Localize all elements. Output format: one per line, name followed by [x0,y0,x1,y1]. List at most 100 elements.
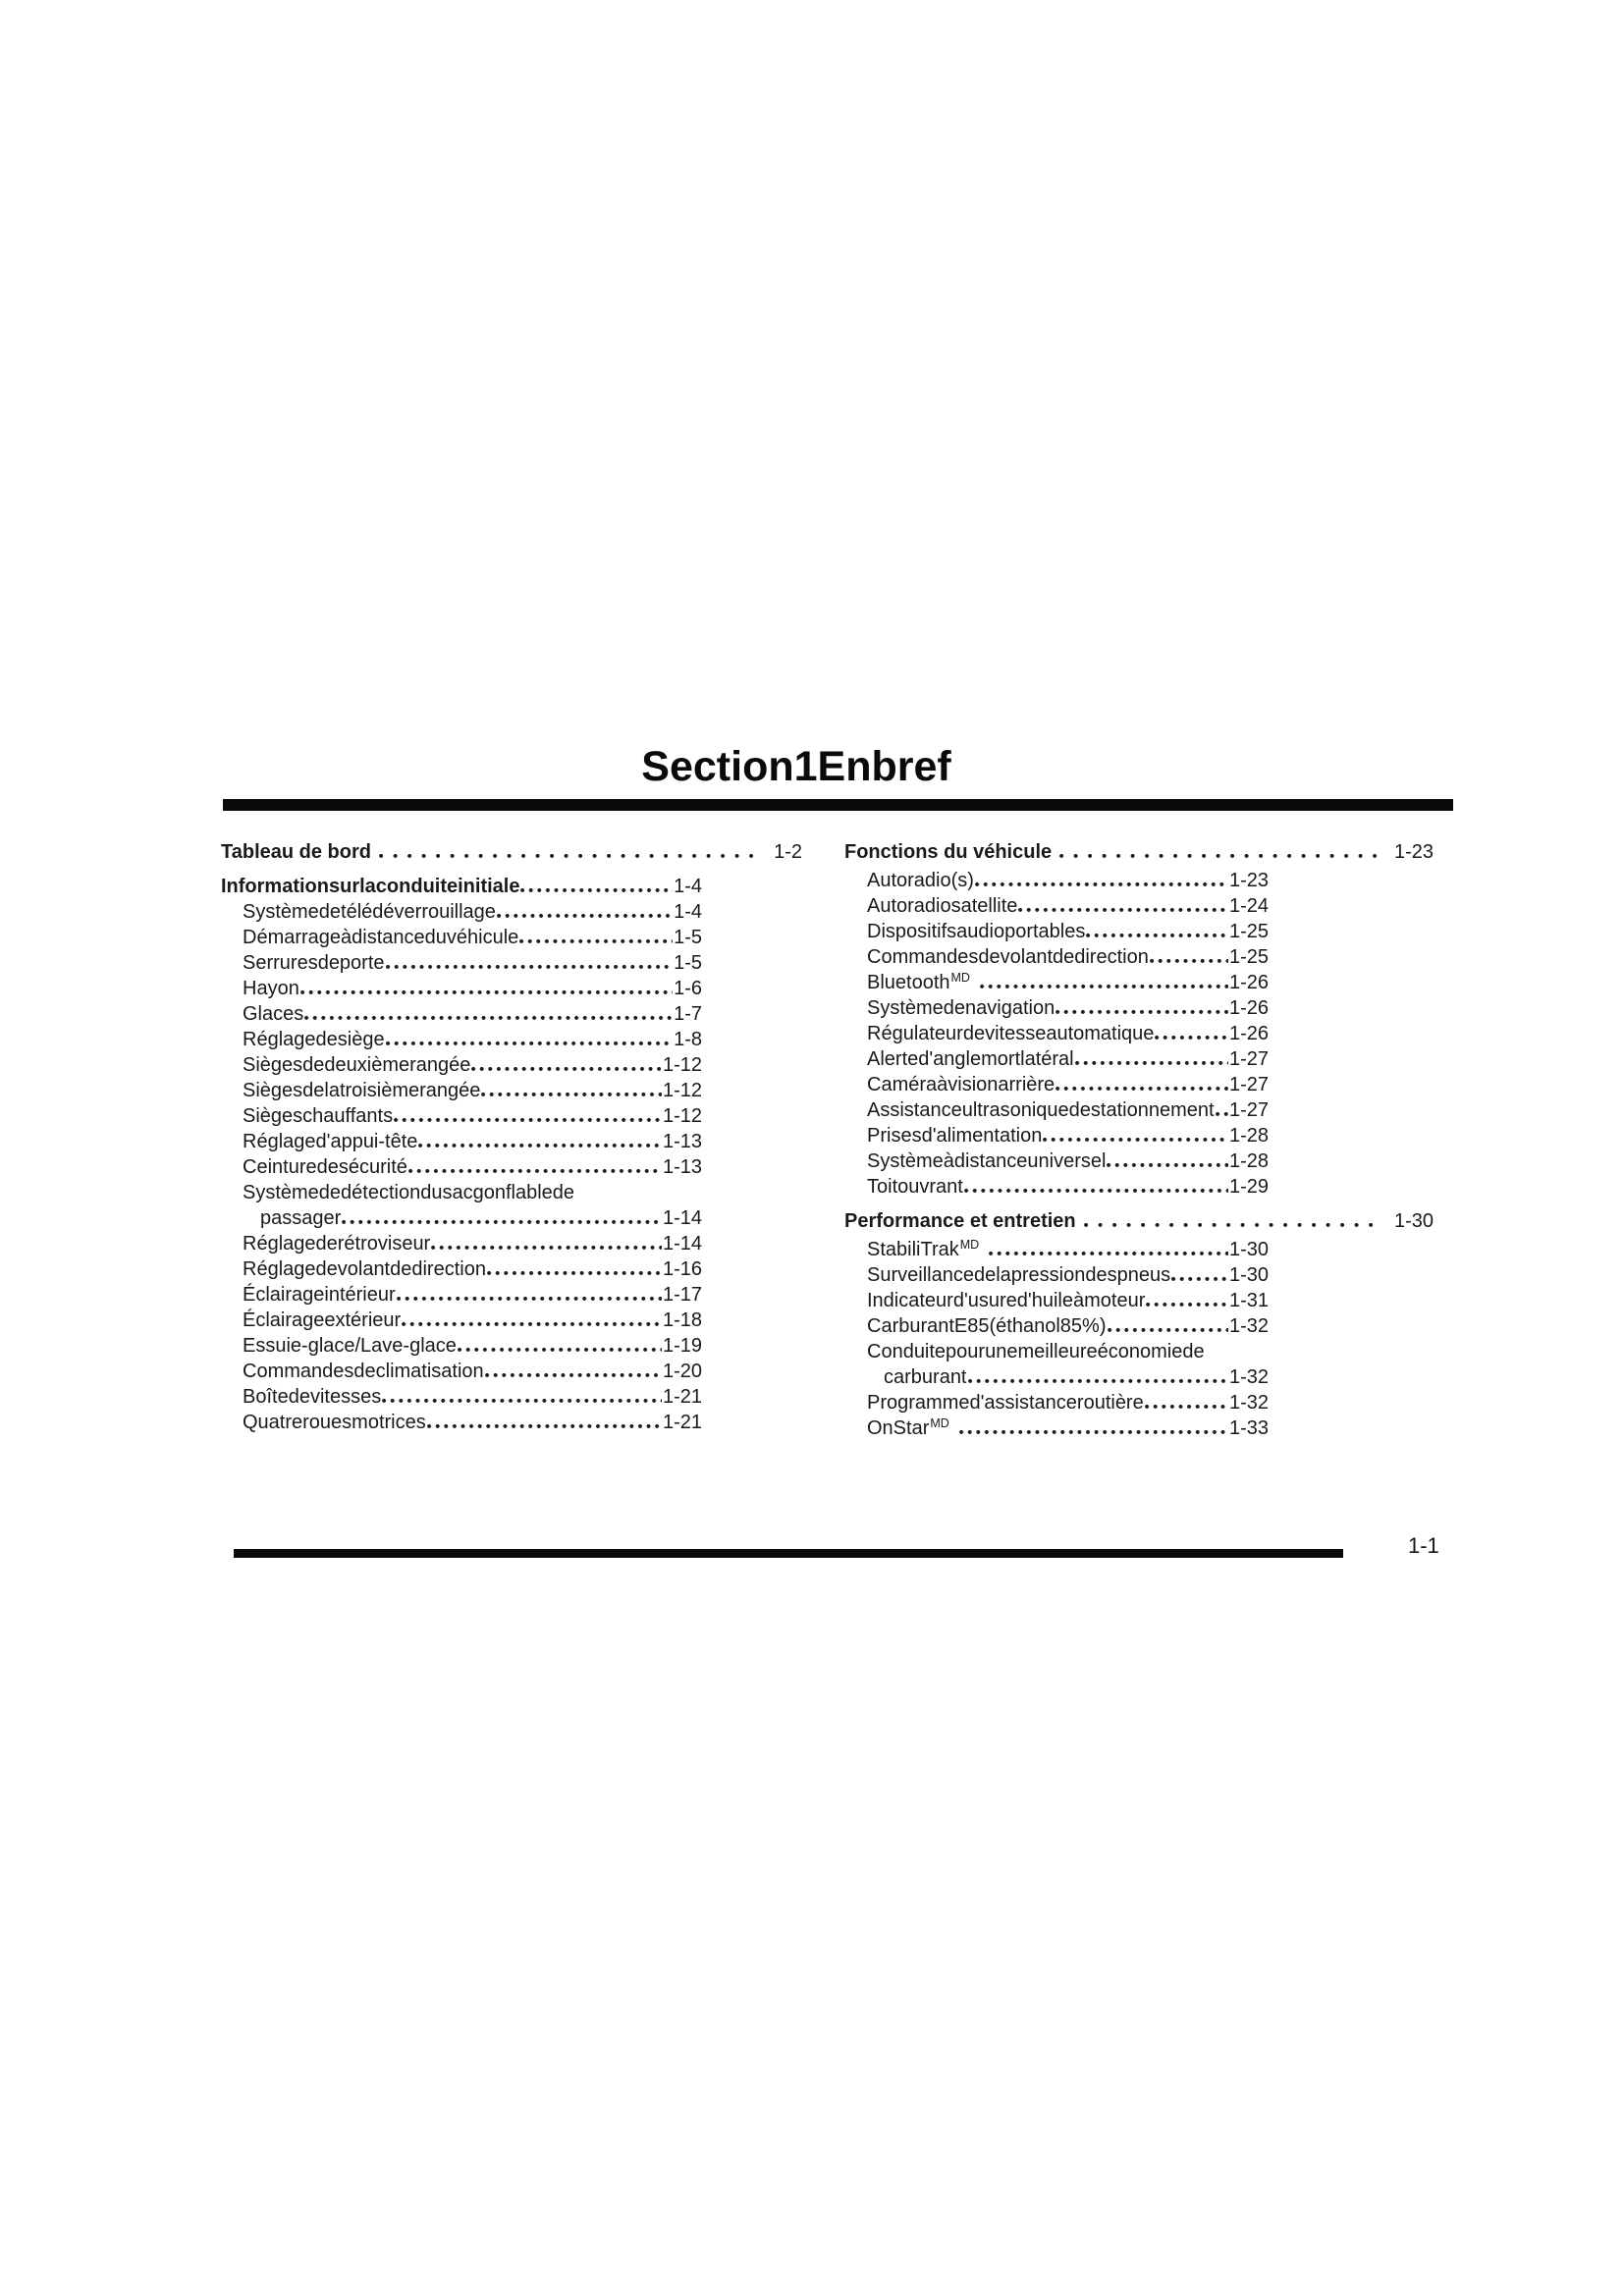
toc-entry-label: Ceinturedesécurité [243,1156,407,1178]
dot-leader [1144,1403,1228,1409]
toc-entry-page: 1-24 [1228,895,1269,917]
dot-leader [481,1091,662,1096]
toc-entry-page: 1-17 [662,1284,702,1306]
toc-entry-label: Commandesdeclimatisation [243,1361,484,1382]
toc-entry: Toitouvrant 1-29 [844,1174,1269,1200]
toc-entry-label: Tableau de bord [221,841,371,863]
dot-leader [407,1167,662,1173]
page-number: 1-1 [1408,1533,1439,1558]
toc-entry-label: Siègesdelatroisièmerangée [243,1080,481,1101]
toc-entry-label: Systèmedetélédéverrouillage [243,901,496,923]
toc-entry: Systèmeàdistanceuniversel 1-28 [844,1148,1269,1174]
dot-leader [382,1397,662,1403]
toc-entry-label: passager [260,1207,342,1229]
toc-entry-page: 1-27 [1228,1074,1269,1095]
toc-entry-label: Réglagedesiège [243,1029,385,1050]
toc-entry-page: 1-32 [1228,1315,1269,1337]
toc-column-right: Fonctions du véhicule 1-23 Autoradio(s) 1-2… [844,839,1434,1441]
dot-leader [967,1377,1228,1383]
toc-entry-page: 1-12 [662,1080,702,1101]
toc-header-entry: Informationsurlaconduiteinitiale 1-4 [221,874,702,899]
dot-leader [394,1116,662,1122]
dot-leader [974,881,1228,886]
toc-entry: Assistanceultrasoniquedestationnement 1-2… [844,1097,1269,1123]
toc-entry: Commandesdeclimatisation 1-20 [221,1359,702,1384]
toc-entry: Indicateurd'usured'huileàmoteur 1-31 [844,1288,1269,1313]
toc-entry: Conduitepourunemeilleureéconomiede [844,1339,1269,1364]
toc-entry-label: Réglaged'appui-tête [243,1131,418,1152]
toc-section: Performance et entretien 1-30 StabiliTrak M… [844,1208,1434,1441]
toc-entry-page: 1-27 [1228,1048,1269,1070]
dot-leader [486,1269,662,1275]
toc-entry-page: 1-18 [662,1309,702,1331]
toc-entry: Essuie-glace/Lave-glace 1-19 [221,1333,702,1359]
toc-entry: Systèmedenavigation 1-26 [844,995,1269,1021]
toc-entry-page: 1-5 [674,952,702,974]
dot-leader [402,1320,662,1326]
toc-entry-label: Siègeschauffants [243,1105,394,1127]
dot-leader [396,1295,662,1301]
table-of-contents: Tableau de bord 1-2 Informationsurlacondui… [221,839,1434,1441]
toc-entry-label: Surveillancedelapressiondespneus [867,1264,1171,1286]
toc-entry-page: 1-25 [1228,921,1269,942]
toc-section: Fonctions du véhicule 1-23 Autoradio(s) 1-2… [844,839,1434,1200]
toc-section: Informationsurlaconduiteinitiale 1-4 Systè… [221,874,802,1435]
dot-leader [1056,1085,1228,1091]
toc-entry: Réglaged'appui-tête 1-13 [221,1129,702,1154]
toc-entry: passager 1-14 [221,1205,702,1231]
toc-entry-label: Programmed'assistanceroutière [867,1392,1144,1414]
toc-entry-page: 1-26 [1228,972,1269,993]
toc-entry-page: 1-28 [1228,1125,1269,1147]
toc-entry-label: Systèmedenavigation [867,997,1056,1019]
toc-entry-page: 1-13 [662,1156,702,1178]
dot-leader [989,1250,1228,1255]
toc-entry: Éclairageintérieur 1-17 [221,1282,702,1308]
dot-leader [418,1142,662,1148]
toc-entry-page: 1-4 [674,876,702,897]
dot-leader [378,852,763,858]
toc-entry-label: StabiliTrak [867,1239,959,1260]
toc-entry-label: Réglagederétroviseur [243,1233,431,1255]
toc-entry-label: Autoradio(s) [867,870,974,891]
toc-entry-page: 1-23 [1228,870,1269,891]
toc-entry-page: 1-30 [1228,1264,1269,1286]
dot-leader [520,886,674,892]
toc-entry-label: Systèmededétectiondusacgonflablede [243,1182,575,1203]
toc-entry: Réglagedesiège 1-8 [221,1027,702,1052]
dot-leader [1107,1326,1228,1332]
dot-leader [1018,906,1228,912]
toc-entry-label: carburant [884,1366,967,1388]
dot-leader [471,1065,662,1071]
toc-header-entry: Fonctions du véhicule 1-23 [844,839,1434,865]
dot-leader [1059,852,1382,858]
toc-entry: Caméraàvisionarrière 1-27 [844,1072,1269,1097]
dot-leader [484,1371,662,1377]
toc-entry-label: Informationsurlaconduiteinitiale [221,876,520,897]
toc-entry-label: Éclairageextérieur [243,1309,402,1331]
toc-entry: Régulateurdevitesseautomatique 1-26 [844,1021,1269,1046]
dot-leader [1043,1136,1228,1142]
toc-entry-page: 1-25 [1228,946,1269,968]
toc-entry-label: Boîtedevitesses [243,1386,382,1408]
toc-entry-page: 1-20 [662,1361,702,1382]
dot-leader [1074,1059,1228,1065]
dot-leader [457,1346,662,1352]
dot-leader [958,1428,1228,1434]
toc-entry: Réglagedevolantdedirection 1-16 [221,1256,702,1282]
toc-column-left: Tableau de bord 1-2 Informationsurlacondui… [221,839,802,1441]
toc-entry-label: Performance et entretien [844,1210,1076,1232]
dot-leader [979,983,1228,988]
toc-entry-label: Prisesd'alimentation [867,1125,1043,1147]
toc-entry-page: 1-26 [1228,1023,1269,1044]
toc-entry-label: Bluetooth [867,972,950,993]
toc-entry-page: 1-13 [662,1131,702,1152]
toc-entry-label: Conduitepourunemeilleureéconomiede [867,1341,1205,1362]
toc-entry: Autoradiosatellite 1-24 [844,893,1269,919]
toc-entry-page: 1-14 [662,1233,702,1255]
toc-entry-page: 1-2 [774,841,802,863]
toc-entry: Bluetooth MD 1-26 [867,971,1269,993]
toc-entry-label: Caméraàvisionarrière [867,1074,1056,1095]
toc-entry-label: Fonctions du véhicule [844,841,1053,863]
toc-entry: Siègesdelatroisièmerangée 1-12 [221,1078,702,1103]
dot-leader [1215,1110,1228,1116]
